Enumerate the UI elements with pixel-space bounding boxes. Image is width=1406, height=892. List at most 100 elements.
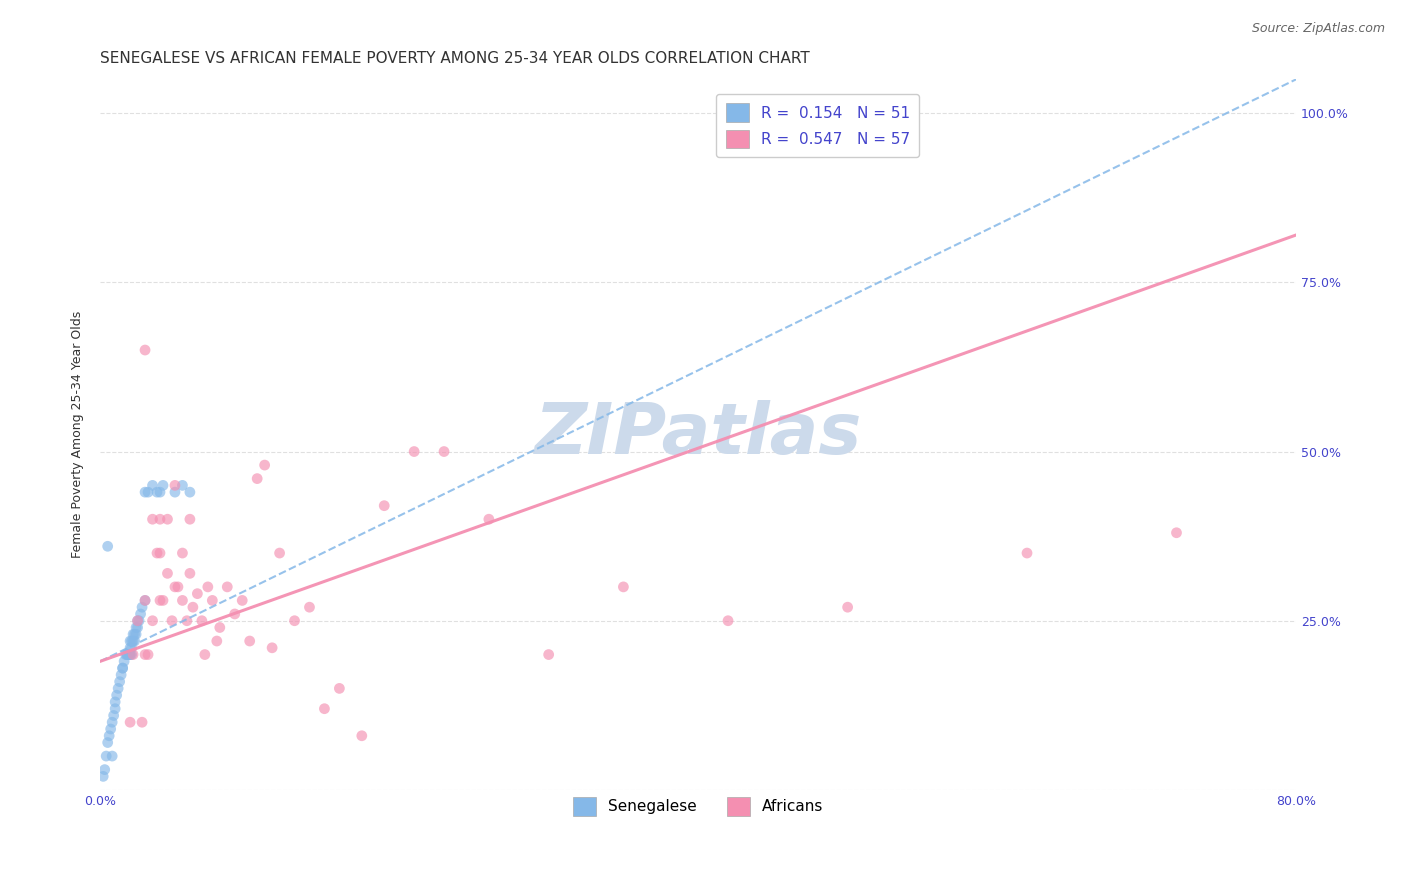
Africans <box>298 600 321 615</box>
Africans <box>350 729 373 743</box>
Senegalese <box>172 478 194 492</box>
Senegalese <box>97 735 120 749</box>
Africans <box>1015 546 1038 560</box>
Africans <box>122 648 145 662</box>
Africans <box>837 600 859 615</box>
Senegalese <box>108 674 131 689</box>
Africans <box>167 580 190 594</box>
Africans <box>179 566 201 581</box>
Senegalese <box>120 634 142 648</box>
Africans <box>224 607 246 621</box>
Senegalese <box>111 661 134 675</box>
Africans <box>131 715 153 730</box>
Africans <box>262 640 284 655</box>
Senegalese <box>128 614 150 628</box>
Africans <box>717 614 740 628</box>
Text: Source: ZipAtlas.com: Source: ZipAtlas.com <box>1251 22 1385 36</box>
Senegalese <box>115 648 138 662</box>
Africans <box>149 593 172 607</box>
Africans <box>314 702 336 716</box>
Senegalese <box>122 627 145 641</box>
Africans <box>197 580 219 594</box>
Senegalese <box>104 695 127 709</box>
Africans <box>141 512 163 526</box>
Africans <box>433 444 456 458</box>
Africans <box>404 444 426 458</box>
Africans <box>146 546 169 560</box>
Africans <box>134 343 156 357</box>
Senegalese <box>101 749 124 764</box>
Senegalese <box>121 648 143 662</box>
Africans <box>172 593 194 607</box>
Africans <box>141 614 163 628</box>
Senegalese <box>146 485 169 500</box>
Africans <box>328 681 350 696</box>
Africans <box>191 614 214 628</box>
Senegalese <box>125 627 148 641</box>
Africans <box>152 593 174 607</box>
Africans <box>120 715 142 730</box>
Africans <box>239 634 262 648</box>
Senegalese <box>97 539 120 553</box>
Senegalese <box>149 485 172 500</box>
Africans <box>156 566 179 581</box>
Senegalese <box>124 627 146 641</box>
Senegalese <box>103 708 125 723</box>
Senegalese <box>121 640 143 655</box>
Senegalese <box>127 614 149 628</box>
Senegalese <box>134 593 156 607</box>
Senegalese <box>91 769 114 783</box>
Text: ZIPatlas: ZIPatlas <box>534 401 862 469</box>
Senegalese <box>163 485 186 500</box>
Senegalese <box>101 715 124 730</box>
Senegalese <box>120 648 142 662</box>
Africans <box>253 458 276 472</box>
Senegalese <box>98 729 121 743</box>
Africans <box>612 580 634 594</box>
Y-axis label: Female Poverty Among 25-34 Year Olds: Female Poverty Among 25-34 Year Olds <box>72 311 84 558</box>
Africans <box>373 499 395 513</box>
Africans <box>283 614 305 628</box>
Africans <box>208 620 231 634</box>
Senegalese <box>114 648 136 662</box>
Senegalese <box>179 485 201 500</box>
Africans <box>1166 525 1188 540</box>
Senegalese <box>100 722 122 736</box>
Africans <box>134 648 156 662</box>
Africans <box>134 593 156 607</box>
Africans <box>194 648 217 662</box>
Africans <box>163 478 186 492</box>
Senegalese <box>141 478 163 492</box>
Africans <box>269 546 291 560</box>
Senegalese <box>110 668 132 682</box>
Africans <box>478 512 501 526</box>
Senegalese <box>136 485 159 500</box>
Africans <box>149 512 172 526</box>
Africans <box>217 580 239 594</box>
Senegalese <box>134 485 156 500</box>
Africans <box>176 614 198 628</box>
Senegalese <box>152 478 174 492</box>
Africans <box>537 648 560 662</box>
Senegalese <box>112 654 135 668</box>
Senegalese <box>120 648 142 662</box>
Senegalese <box>117 648 139 662</box>
Africans <box>186 587 208 601</box>
Africans <box>149 546 172 560</box>
Text: SENEGALESE VS AFRICAN FEMALE POVERTY AMONG 25-34 YEAR OLDS CORRELATION CHART: SENEGALESE VS AFRICAN FEMALE POVERTY AMO… <box>100 51 810 66</box>
Senegalese <box>121 634 143 648</box>
Africans <box>172 546 194 560</box>
Africans <box>231 593 253 607</box>
Senegalese <box>129 607 152 621</box>
Africans <box>246 472 269 486</box>
Senegalese <box>127 620 149 634</box>
Senegalese <box>96 749 118 764</box>
Africans <box>156 512 179 526</box>
Legend: Senegalese, Africans: Senegalese, Africans <box>564 788 832 825</box>
Senegalese <box>115 648 138 662</box>
Senegalese <box>131 600 153 615</box>
Senegalese <box>125 620 148 634</box>
Senegalese <box>104 702 127 716</box>
Africans <box>179 512 201 526</box>
Africans <box>205 634 228 648</box>
